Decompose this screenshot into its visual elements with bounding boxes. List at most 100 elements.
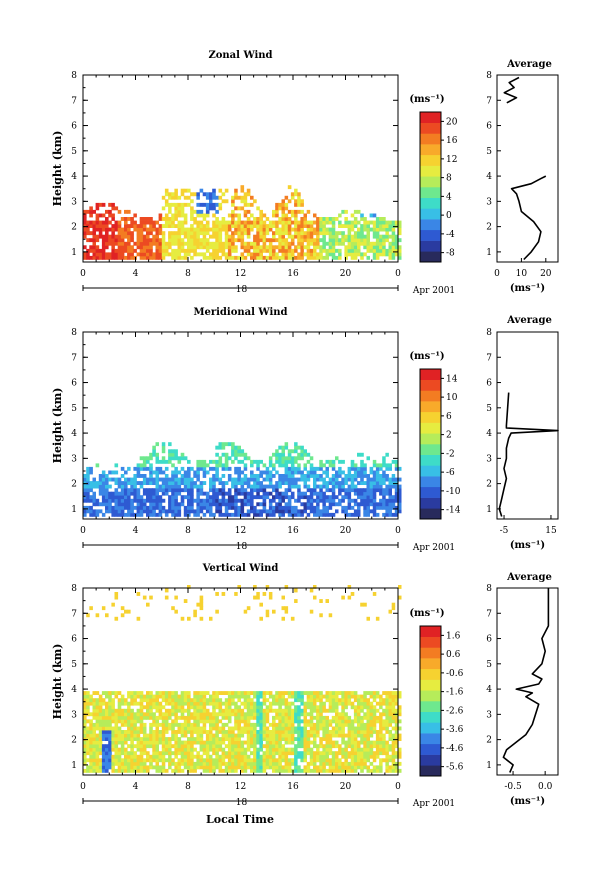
heatmap-cell <box>98 722 103 727</box>
heatmap-cell <box>294 217 298 221</box>
heatmap-cell <box>341 701 345 706</box>
heatmap-cell <box>136 241 141 246</box>
heatmap-cell <box>250 705 254 710</box>
heatmap-cell <box>152 224 156 228</box>
heatmap-cell <box>237 231 241 236</box>
heatmap-cell <box>177 484 182 489</box>
heatmap-cell <box>363 698 367 703</box>
heatmap-cell <box>290 252 295 257</box>
heatmap-cell <box>256 234 260 239</box>
heatmap-cell <box>246 234 251 239</box>
heatmap-cell <box>174 740 178 745</box>
heatmap-cell <box>224 452 229 457</box>
heatmap-cell <box>394 715 399 720</box>
heatmap-cell <box>177 761 182 766</box>
heatmap-cell <box>146 512 150 517</box>
heatmap-cell <box>278 726 282 731</box>
heatmap-cell <box>243 747 248 752</box>
heatmap-cell <box>164 747 169 752</box>
heatmap-cell <box>328 463 333 468</box>
heatmap-cell <box>209 477 213 482</box>
heatmap-cell <box>114 495 119 500</box>
heatmap-cell <box>328 498 333 503</box>
heatmap-cell <box>363 252 367 257</box>
heatmap-cell <box>272 765 276 770</box>
heatmap-cell <box>155 442 159 447</box>
heatmap-cell <box>183 234 188 239</box>
heatmap-cell <box>183 698 188 703</box>
heatmap-cell <box>294 442 298 447</box>
heatmap-cell <box>357 722 361 727</box>
heatmap-cell <box>205 227 210 232</box>
heatmap-cell <box>250 761 254 766</box>
heatmap-cell <box>108 498 112 503</box>
heatmap-cell <box>224 765 229 770</box>
heatmap-cell <box>127 715 131 720</box>
heatmap-cell <box>369 694 374 699</box>
heatmap-cell <box>95 744 100 749</box>
heatmap-cell <box>171 470 175 475</box>
heatmap-cell <box>146 477 150 482</box>
heatmap-cell <box>335 751 339 756</box>
heatmap-cell <box>224 512 229 517</box>
heatmap-cell <box>303 449 307 454</box>
heatmap-cell <box>142 252 147 257</box>
heatmap-cell <box>259 705 263 710</box>
heatmap-cell <box>149 452 153 457</box>
heatmap-cell <box>369 248 374 253</box>
heatmap-cell <box>92 744 96 749</box>
heatmap-cell <box>190 698 194 703</box>
heatmap-cell <box>171 694 175 699</box>
heatmap-cell <box>108 502 112 507</box>
heatmap-cell <box>382 238 386 243</box>
heatmap-cell <box>234 498 238 503</box>
heatmap-cell <box>297 768 301 773</box>
heatmap-cell <box>117 768 122 773</box>
heatmap-cell <box>319 768 323 773</box>
heatmap-cell <box>202 705 207 710</box>
heatmap-cell <box>265 765 270 770</box>
heatmap-cell <box>105 705 109 710</box>
heatmap-cell <box>108 477 112 482</box>
heatmap-cell <box>139 255 144 260</box>
heatmap-cell <box>272 509 276 514</box>
heatmap-cell <box>253 459 257 464</box>
heatmap-cell <box>366 238 370 243</box>
heatmap-cell <box>316 726 320 731</box>
heatmap-cell <box>300 202 304 207</box>
heatmap-cell <box>215 719 219 724</box>
heatmap-cell <box>168 751 172 756</box>
heatmap-cell <box>174 202 178 207</box>
heatmap-cell <box>290 758 295 763</box>
heatmap-cell <box>382 477 386 482</box>
heatmap-cell <box>146 712 150 717</box>
heatmap-cell <box>275 691 279 695</box>
heatmap-cell <box>218 509 223 514</box>
heatmap-cell <box>319 459 323 464</box>
heatmap-cell <box>363 691 367 695</box>
heatmap-cell <box>168 712 172 717</box>
heatmap-cell <box>142 488 147 493</box>
heatmap-cell <box>149 252 153 257</box>
heatmap-cell <box>231 495 235 500</box>
heatmap-cell <box>209 733 213 738</box>
heatmap-cell <box>344 234 348 239</box>
heatmap-cell <box>234 701 238 706</box>
heatmap-cell <box>294 599 298 603</box>
heatmap-cell <box>391 708 396 713</box>
heatmap-cell <box>265 484 270 489</box>
heatmap-cell <box>101 484 106 489</box>
heatmap-cell <box>246 477 251 482</box>
heatmap-cell <box>303 213 307 218</box>
heatmap-cell <box>124 609 128 614</box>
heatmap-cell <box>335 248 339 253</box>
heatmap-cell <box>250 509 254 514</box>
heatmap-cell <box>278 505 282 510</box>
heatmap-cell <box>168 708 172 713</box>
heatmap-cell <box>158 701 163 706</box>
heatmap-cell <box>303 705 307 710</box>
heatmap-cell <box>95 715 100 720</box>
heatmap-cell <box>287 694 292 699</box>
x-tick-label: 4 <box>133 526 139 536</box>
heatmap-cell <box>174 234 178 239</box>
